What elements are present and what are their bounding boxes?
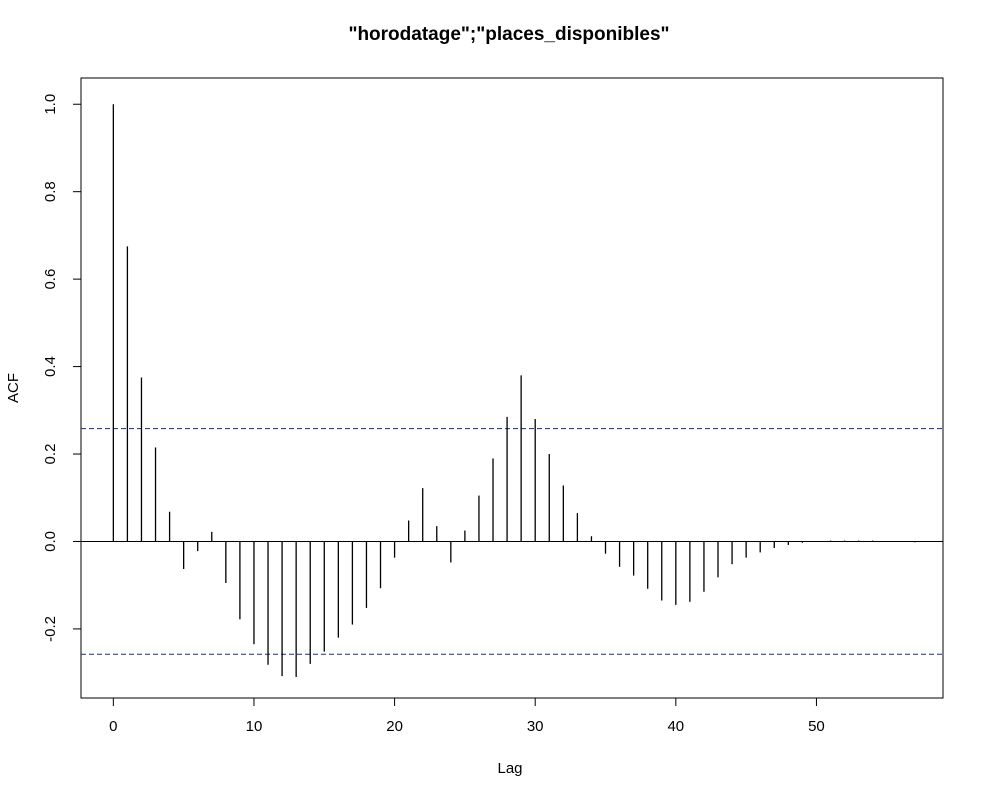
x-tick-label: 50 xyxy=(808,718,825,735)
x-tick-label: 20 xyxy=(386,718,403,735)
x-tick-label: 30 xyxy=(527,718,544,735)
y-tick-label: 0.0 xyxy=(42,531,59,552)
y-tick-label: 1.0 xyxy=(42,94,59,115)
chart-title: "horodatage";"places_disponibles" xyxy=(348,24,669,45)
y-tick-label: 0.8 xyxy=(42,181,59,202)
y-tick-label: 0.2 xyxy=(42,444,59,465)
y-axis-label: ACF xyxy=(5,373,22,403)
x-tick-label: 0 xyxy=(109,718,117,735)
plot-frame xyxy=(80,77,944,699)
x-tick-label: 40 xyxy=(667,718,684,735)
reference-lines xyxy=(81,428,943,655)
acf-bars xyxy=(112,104,916,678)
y-axis: -0.2 0.0 0.2 0.4 0.6 0.8 1.0 xyxy=(42,94,82,642)
x-axis-label: Lag xyxy=(497,760,522,777)
x-tick-label: 10 xyxy=(246,718,263,735)
y-tick-label: 0.4 xyxy=(42,356,59,377)
y-tick-label: 0.6 xyxy=(42,269,59,290)
y-tick-label: -0.2 xyxy=(42,616,59,642)
x-axis: 0 10 20 30 40 50 xyxy=(109,697,825,735)
